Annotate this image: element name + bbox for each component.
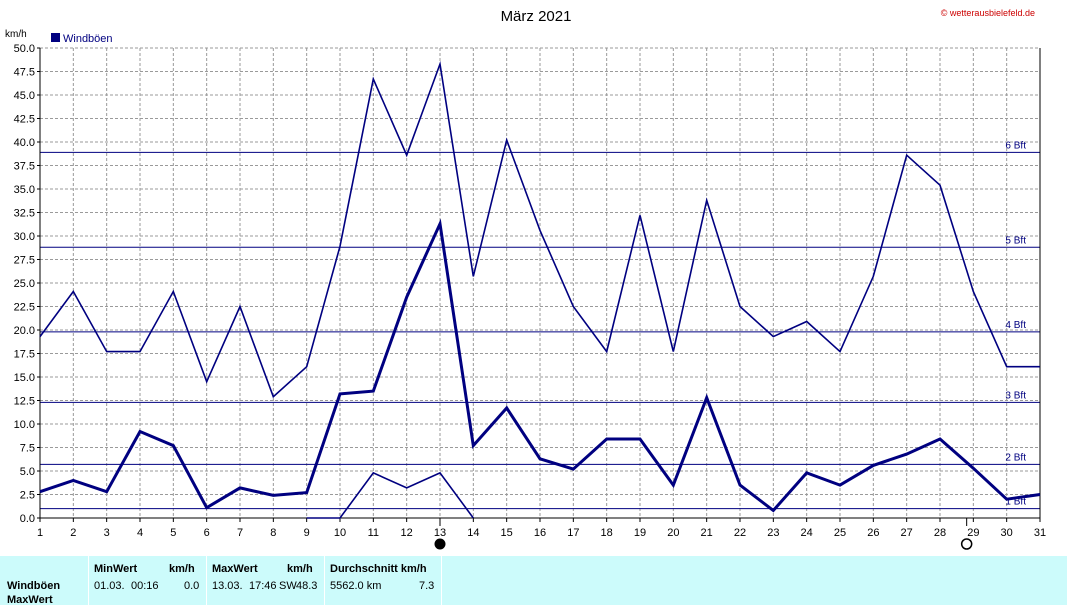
- y-tick-label: 45.0: [14, 90, 35, 102]
- legend-label: Windböen: [63, 33, 113, 45]
- full-moon-icon: [960, 538, 973, 550]
- series-line-min: [306, 471, 474, 519]
- beaufort-label: 3 Bft: [1005, 390, 1026, 401]
- y-tick-label: 40.0: [14, 137, 35, 149]
- copyright-text[interactable]: © wetterausbielefeld.de: [941, 8, 1035, 18]
- y-tick-label: 12.5: [14, 396, 35, 408]
- y-tick-label: 15.0: [14, 372, 35, 384]
- x-tick-label: 13: [434, 527, 446, 539]
- x-tick-label: 20: [667, 527, 679, 539]
- x-tick-label: 11: [368, 527, 379, 539]
- x-tick-label: 2: [70, 527, 76, 539]
- x-tick-label: 9: [304, 527, 310, 539]
- row-label-maxwert: MaxWert: [7, 594, 53, 606]
- y-tick-label: 30.0: [14, 231, 35, 243]
- new-moon-icon: [434, 538, 446, 550]
- y-tick-label: 32.5: [14, 208, 35, 220]
- grid: [39, 47, 1041, 519]
- y-tick-label: 42.5: [14, 114, 35, 126]
- x-tick-label: 15: [501, 527, 513, 539]
- y-tick-label: 17.5: [14, 349, 35, 361]
- x-tick-label: 12: [401, 527, 413, 539]
- legend-swatch: [51, 33, 60, 42]
- x-tick-label: 30: [1001, 527, 1013, 539]
- x-tick-label: 7: [237, 527, 243, 539]
- x-tick-label: 23: [767, 527, 779, 539]
- tick-labels: 0.0 2.5 5.0 7.5 10.0 12.5 15.0 17.5 20.0 22.5 25.0…: [14, 43, 1047, 539]
- x-tick-label: 24: [801, 527, 813, 539]
- x-tick-label: 19: [634, 527, 646, 539]
- x-tick-label: 25: [834, 527, 846, 539]
- moon-phases: [434, 518, 973, 550]
- x-tick-label: 22: [734, 527, 746, 539]
- x-tick-label: 16: [534, 527, 546, 539]
- min-date: 01.03.: [94, 580, 125, 592]
- series-line-max: [39, 60, 1040, 399]
- y-tick-label: 50.0: [14, 43, 35, 55]
- x-tick-label: 8: [270, 527, 276, 539]
- max-value: 48.3: [296, 580, 318, 592]
- max-time: 17:46: [249, 580, 277, 592]
- avg-value: 7.3: [419, 580, 435, 592]
- chart: 1 Bft 2 Bft 3 Bft 4 Bft 5 Bft 6 Bft 0.0 2.5 5.0…: [5, 8, 1047, 550]
- x-tick-label: 5: [170, 527, 176, 539]
- max-date: 13.03.: [212, 580, 243, 592]
- x-tick-label: 14: [467, 527, 479, 539]
- x-tick-label: 10: [334, 527, 346, 539]
- y-tick-label: 5.0: [20, 466, 35, 478]
- summary-table: Windböen MaxWert MinWert km/h 01.03. 00:…: [0, 556, 1067, 606]
- y-tick-label: 47.5: [14, 67, 35, 79]
- y-tick-label: 7.5: [20, 443, 35, 455]
- beaufort-label: 5 Bft: [1005, 235, 1026, 246]
- axes: [37, 47, 1041, 522]
- x-tick-label: 17: [567, 527, 579, 539]
- y-tick-label: 37.5: [14, 161, 35, 173]
- chart-title: März 2021: [501, 8, 572, 25]
- min-time: 00:16: [131, 580, 159, 592]
- min-unit: km/h: [169, 563, 195, 575]
- x-tick-label: 21: [701, 527, 713, 539]
- y-tick-label: 2.5: [20, 490, 35, 502]
- y-tick-label: 27.5: [14, 255, 35, 267]
- x-tick-label: 27: [901, 527, 913, 539]
- x-tick-label: 3: [104, 527, 110, 539]
- beaufort-label: 1 Bft: [1005, 497, 1026, 508]
- series-line-mean: [39, 218, 1041, 513]
- avg-header: Durchschnitt km/h: [330, 563, 427, 575]
- y-tick-label: 35.0: [14, 184, 35, 196]
- beaufort-label: 6 Bft: [1005, 140, 1026, 151]
- y-tick-label: 25.0: [14, 278, 35, 290]
- x-tick-label: 28: [934, 527, 946, 539]
- beaufort-label: 4 Bft: [1005, 320, 1026, 331]
- x-tick-label: 26: [867, 527, 879, 539]
- x-tick-label: 6: [204, 527, 210, 539]
- x-tick-label: 29: [967, 527, 979, 539]
- beaufort-label: 2 Bft: [1005, 452, 1026, 463]
- min-header: MinWert: [94, 563, 138, 575]
- max-unit: km/h: [287, 563, 313, 575]
- max-header: MaxWert: [212, 563, 258, 575]
- row-label-windboeen: Windböen: [7, 580, 61, 592]
- x-tick-label: 18: [601, 527, 613, 539]
- x-tick-label: 1: [37, 527, 43, 539]
- y-tick-label: 20.0: [14, 325, 35, 337]
- x-tick-label: 4: [137, 527, 143, 539]
- x-tick-label: 31: [1034, 527, 1046, 539]
- y-tick-label: 22.5: [14, 302, 35, 314]
- min-value: 0.0: [184, 580, 200, 592]
- y-tick-label: 0.0: [20, 513, 35, 525]
- series: [39, 60, 1041, 519]
- y-tick-label: 10.0: [14, 419, 35, 431]
- avg-distance: 5562.0 km: [330, 580, 382, 592]
- max-direction: SW: [279, 580, 297, 592]
- y-axis-unit: km/h: [5, 29, 27, 40]
- right-edge-strip: [1062, 0, 1075, 605]
